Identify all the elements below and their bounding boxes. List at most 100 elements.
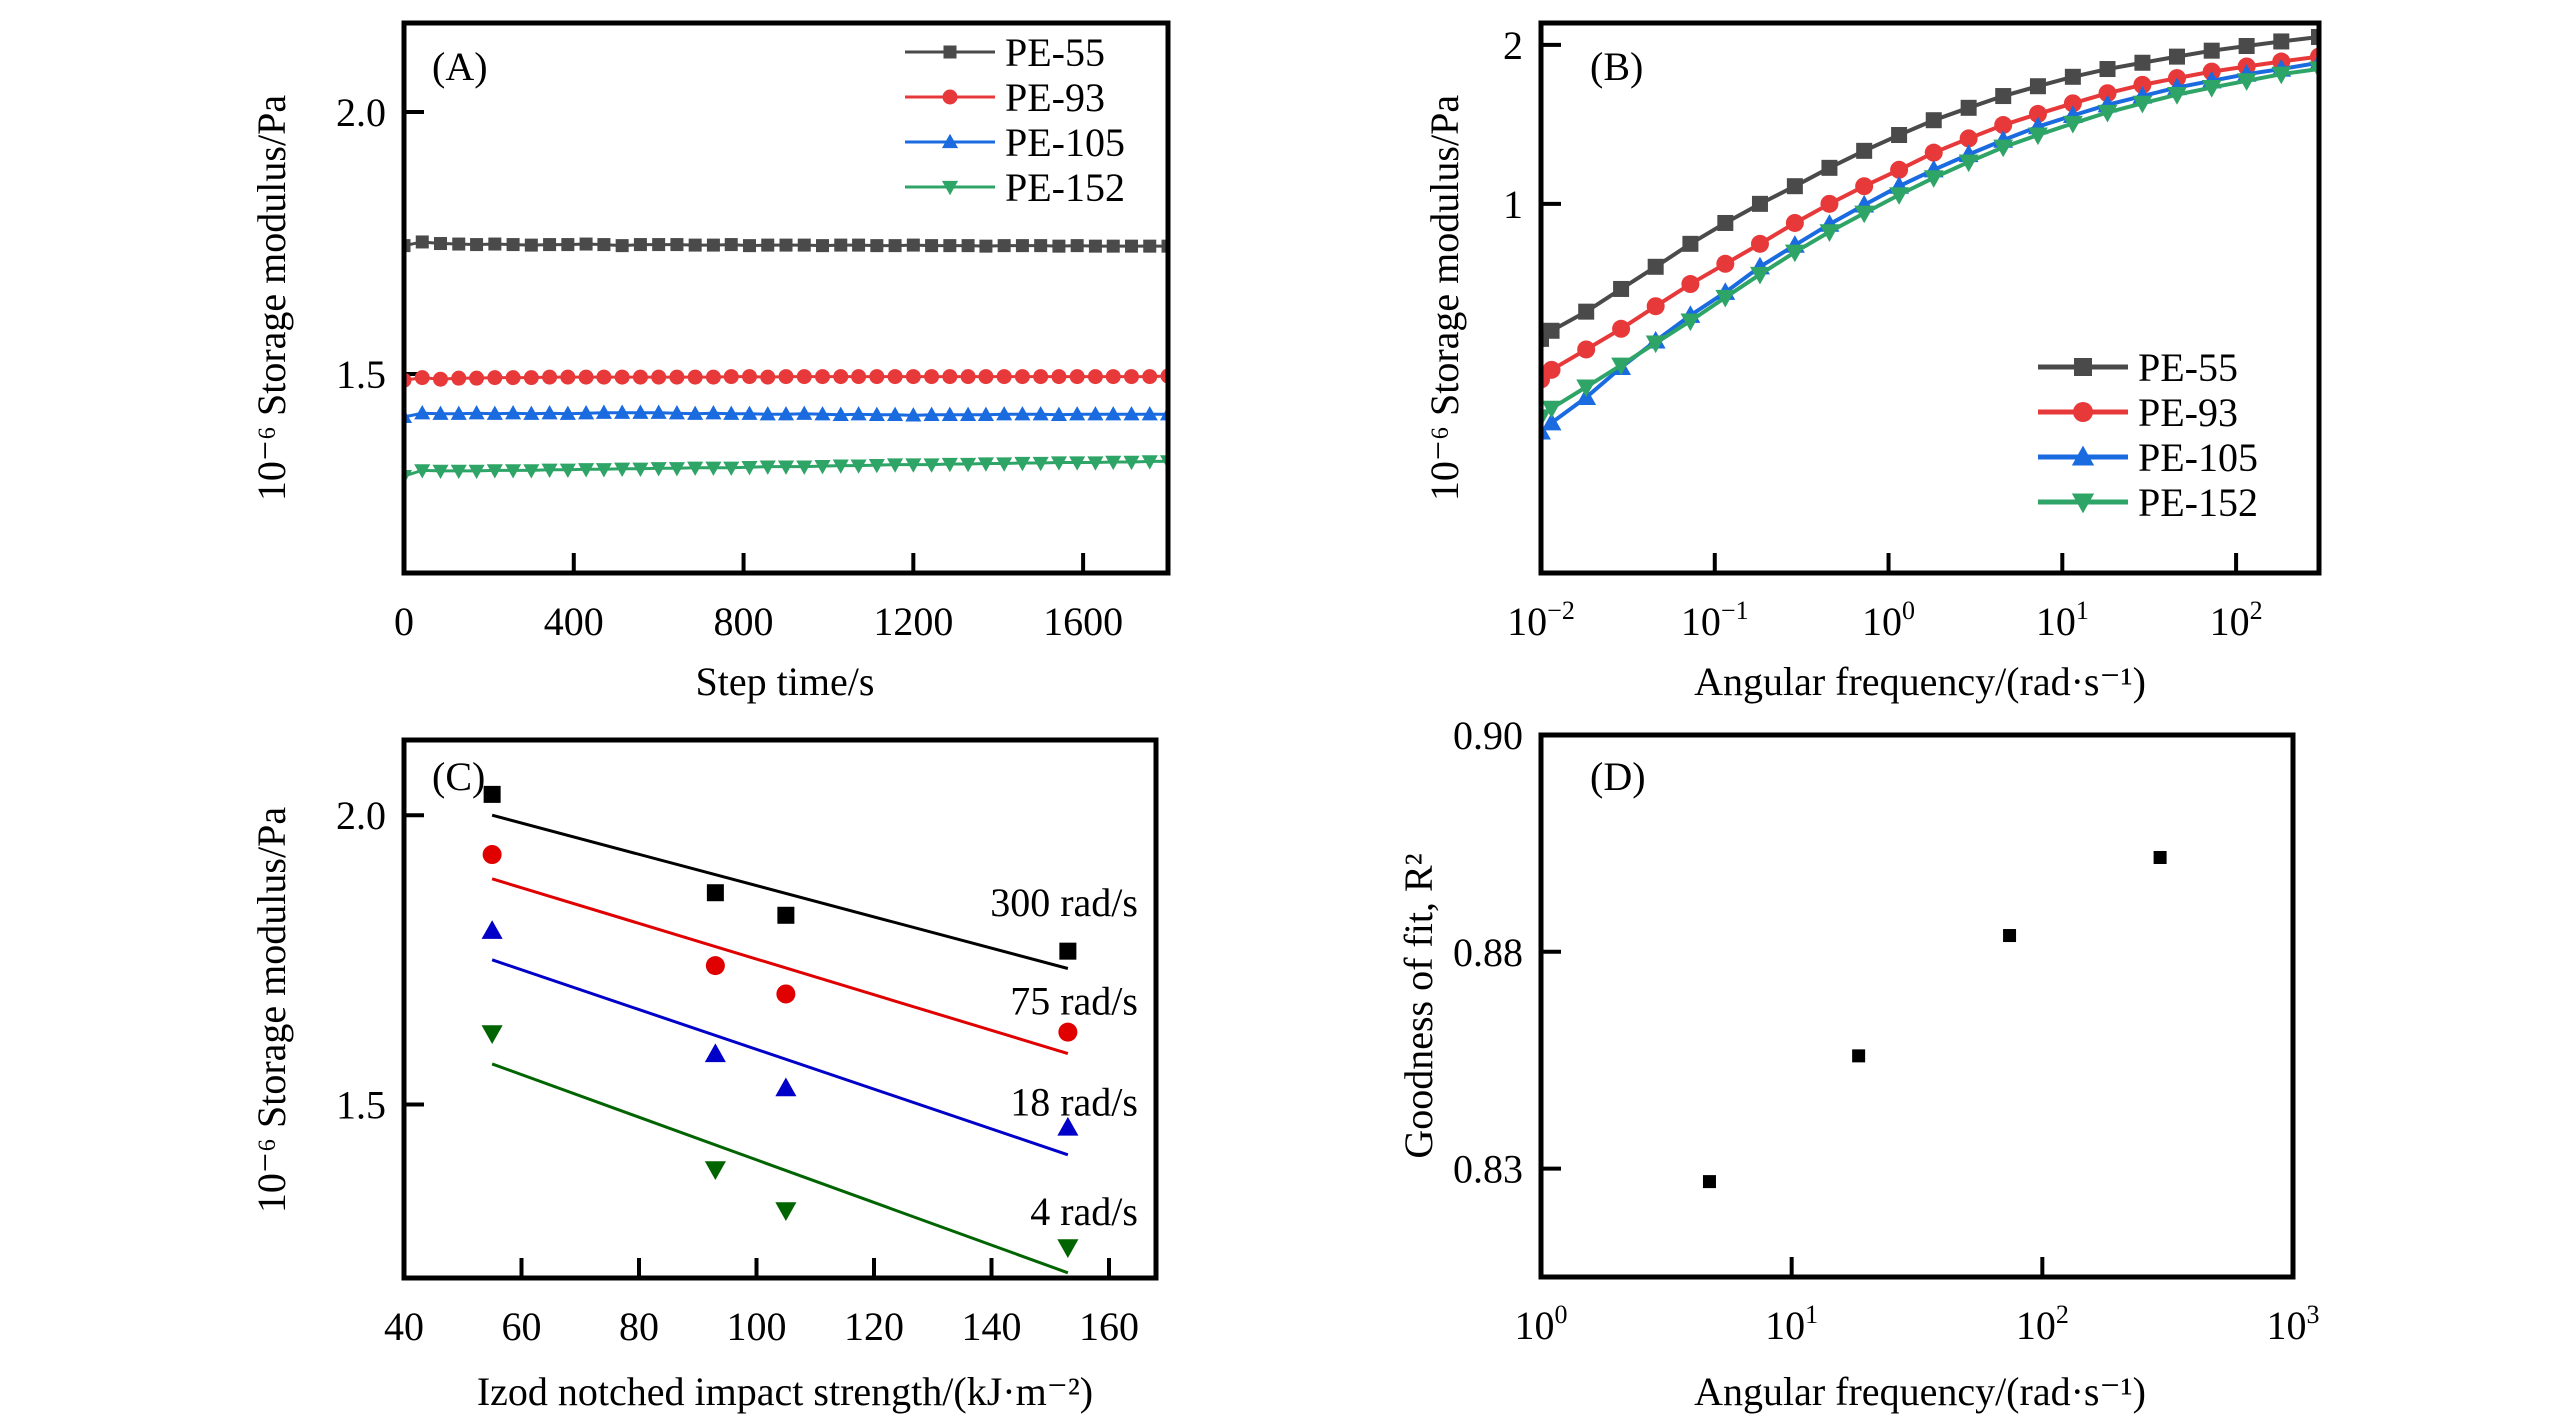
data-point-pe-152 bbox=[1141, 455, 1158, 470]
data-point-pe-55 bbox=[452, 237, 466, 251]
data-point-pe-55 bbox=[1613, 280, 1630, 297]
data-point-pe-93 bbox=[1069, 369, 1085, 385]
data-point-pe-105 bbox=[432, 405, 449, 420]
legend-marker bbox=[2071, 493, 2095, 514]
data-point-pe-105 bbox=[941, 406, 958, 421]
series-group bbox=[404, 235, 1168, 485]
data-point-pe-93 bbox=[778, 369, 794, 385]
data-point-pe-55 bbox=[706, 238, 720, 252]
data-point-pe-93 bbox=[669, 369, 685, 385]
data-point-pe-55 bbox=[524, 238, 538, 252]
data-point-pe-55 bbox=[852, 238, 866, 252]
data-point-pe-93 bbox=[469, 370, 485, 386]
data-point-pe-152 bbox=[996, 457, 1013, 472]
data-point-pe-152 bbox=[1889, 187, 1910, 205]
x-tick-label-d: 103 bbox=[2267, 1300, 2320, 1348]
data-point-pe-105 bbox=[559, 405, 576, 420]
data-point-pe-152 bbox=[868, 458, 885, 474]
data-point-pe-55 bbox=[652, 238, 666, 252]
plot-area-c: 40 60 80 100 120 140 160 1.5 2.0 300 rad/s 75 rad/… bbox=[336, 785, 1139, 1349]
data-point-pe-152 bbox=[505, 464, 522, 479]
data-point-pe-105 bbox=[887, 406, 904, 421]
data-point-pe-152 bbox=[850, 459, 867, 474]
data-point-pe-105 bbox=[486, 405, 503, 420]
x-tick-label-c: 80 bbox=[619, 1304, 659, 1349]
data-point-18-rad-s bbox=[704, 1043, 726, 1063]
data-point-pe-93 bbox=[1959, 129, 1978, 148]
data-point-pe-152 bbox=[632, 462, 649, 477]
data-point-pe-105 bbox=[796, 405, 813, 420]
data-point-pe-152 bbox=[1541, 400, 1562, 419]
data-point-pe-152 bbox=[977, 457, 994, 472]
x-tick-label-c: 60 bbox=[502, 1304, 542, 1349]
data-point-pe-55 bbox=[1717, 214, 1734, 231]
data-point-pe-55 bbox=[742, 239, 756, 253]
data-point-pe-152 bbox=[1611, 357, 1632, 376]
data-point-pe-152 bbox=[1069, 456, 1086, 471]
data-point-pe-93 bbox=[578, 369, 594, 385]
data-point-pe-105 bbox=[977, 406, 994, 421]
legend-label: PE-55 bbox=[2138, 345, 2238, 390]
data-point-pe-93 bbox=[869, 369, 885, 385]
data-point-pe-55 bbox=[779, 238, 793, 252]
data-point-pe-152 bbox=[1854, 205, 1875, 224]
data-point-pe-55 bbox=[434, 237, 448, 251]
x-tick-label-a: 0 bbox=[394, 599, 414, 644]
data-point-pe-55 bbox=[1751, 195, 1768, 212]
data-point-pe-152 bbox=[1014, 456, 1031, 472]
x-tick-label-a: 800 bbox=[714, 599, 774, 644]
data-point-pe-55 bbox=[615, 239, 629, 253]
data-point-pe-105 bbox=[1014, 406, 1031, 421]
fit-line-300-rad-s bbox=[491, 813, 1069, 970]
x-tick-label-d: 102 bbox=[2016, 1300, 2069, 1348]
data-point-pe-55 bbox=[1647, 258, 1664, 275]
data-point-pe-55 bbox=[2168, 48, 2185, 65]
data-point-r2 bbox=[1852, 1049, 1866, 1063]
data-point-pe-105 bbox=[1050, 406, 1067, 421]
legend-label: PE-105 bbox=[1005, 120, 1125, 165]
legend-label: PE-105 bbox=[2138, 435, 2258, 480]
data-point-pe-152 bbox=[832, 459, 849, 474]
data-point-pe-93 bbox=[1105, 369, 1121, 385]
data-point-pe-55 bbox=[1015, 239, 1029, 253]
y-tick-label-b: 1 bbox=[1503, 182, 1523, 227]
data-point-pe-105 bbox=[777, 406, 795, 421]
x-tick-label-b: 10−1 bbox=[1681, 596, 1749, 644]
data-point-pe-93 bbox=[632, 369, 648, 385]
y-tick-label-b: 2 bbox=[1503, 23, 1523, 68]
data-point-pe-152 bbox=[905, 458, 922, 473]
data-point-pe-93 bbox=[905, 369, 921, 385]
data-point-pe-55 bbox=[1161, 239, 1168, 253]
data-point-pe-93 bbox=[487, 370, 503, 386]
data-point-300-rad-s bbox=[777, 906, 795, 924]
data-point-pe-152 bbox=[2271, 66, 2292, 85]
data-point-pe-152 bbox=[414, 464, 431, 479]
legend-marker bbox=[2074, 358, 2092, 376]
data-point-pe-105 bbox=[414, 405, 431, 420]
data-point-pe-93 bbox=[505, 370, 521, 386]
data-point-pe-55 bbox=[543, 238, 557, 252]
data-point-18-rad-s bbox=[481, 920, 503, 939]
data-point-pe-152 bbox=[1715, 289, 1736, 308]
panel-label-c: (C) bbox=[432, 754, 485, 799]
data-point-4-rad-s bbox=[481, 1025, 503, 1045]
plot-area-d: 100 101 102 103 0.90 0.88 0.83 bbox=[1453, 713, 2320, 1348]
data-point-4-rad-s bbox=[775, 1202, 797, 1222]
data-point-300-rad-s bbox=[483, 785, 501, 803]
fit-line-18-rad-s bbox=[491, 958, 1069, 1157]
data-point-pe-55 bbox=[943, 239, 957, 253]
data-point-pe-55 bbox=[579, 237, 593, 251]
data-point-pe-105 bbox=[523, 405, 540, 420]
series-annotation: 75 rad/s bbox=[1010, 978, 1138, 1023]
y-tick-label-d: 0.88 bbox=[1453, 930, 1523, 975]
data-point-18-rad-s bbox=[1057, 1116, 1079, 1136]
data-point-pe-55 bbox=[1052, 239, 1066, 253]
data-point-pe-105 bbox=[923, 406, 940, 421]
data-point-pe-55 bbox=[2203, 42, 2220, 59]
data-point-pe-55 bbox=[670, 238, 684, 252]
data-point-pe-105 bbox=[832, 406, 849, 421]
series-annotation: 18 rad/s bbox=[1010, 1080, 1138, 1125]
data-point-pe-55 bbox=[870, 239, 884, 253]
data-point-pe-93 bbox=[723, 369, 739, 385]
data-point-pe-105 bbox=[1087, 406, 1104, 421]
